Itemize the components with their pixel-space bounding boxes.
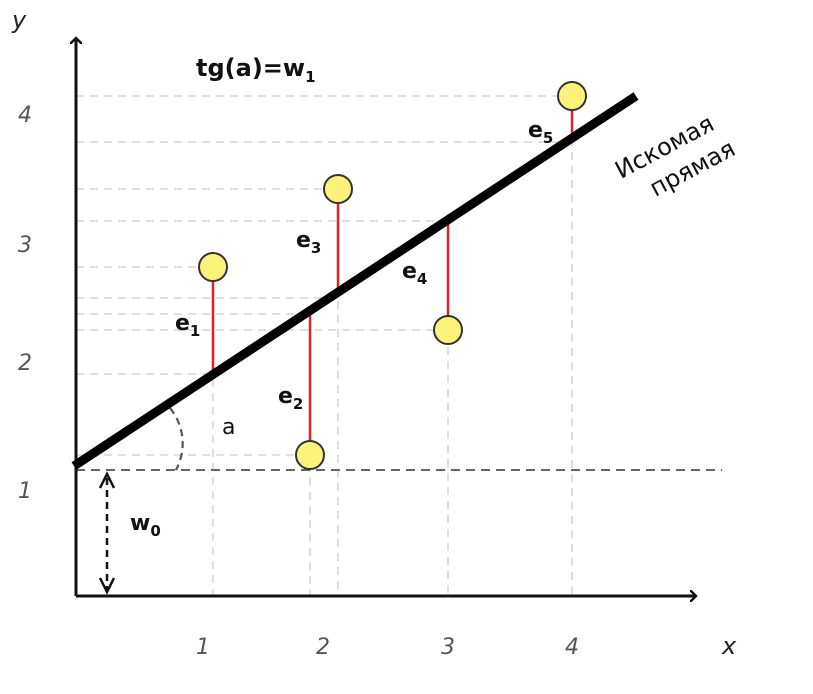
angle-arc [169, 407, 184, 471]
data-point [295, 440, 325, 470]
y-axis-name: y [11, 6, 27, 34]
horizontal-guides [76, 95, 572, 456]
y-tick-label: 2 [18, 351, 32, 376]
fitted-line [71, 92, 639, 470]
intercept-arrow [98, 471, 116, 595]
data-points [198, 81, 587, 470]
residuals [211, 96, 574, 455]
data-point [323, 174, 353, 204]
residual-label: e2 [278, 384, 303, 413]
intercept-label: w0 [130, 511, 161, 540]
line-caption: Искомая прямая [610, 109, 739, 202]
residual-label: e1 [175, 311, 200, 340]
residual-label: e4 [402, 259, 427, 288]
x-axis-name: x [721, 632, 737, 660]
data-point [433, 315, 463, 345]
x-tick-label: 4 [565, 635, 579, 660]
data-point [198, 252, 228, 282]
y-tick-label: 4 [18, 103, 32, 128]
x-tick-label: 2 [316, 635, 330, 660]
x-tick-label: 3 [441, 635, 455, 660]
x-tick-label: 1 [196, 635, 210, 660]
slope-formula: tg(a)=w1 [196, 54, 316, 86]
angle-label: a [222, 415, 235, 440]
axes [76, 38, 696, 596]
residual-label: e3 [296, 228, 321, 257]
y-tick-label: 1 [18, 479, 32, 504]
y-tick-label: 3 [18, 233, 32, 258]
data-point [557, 81, 587, 111]
residual-label: e5 [528, 118, 553, 147]
